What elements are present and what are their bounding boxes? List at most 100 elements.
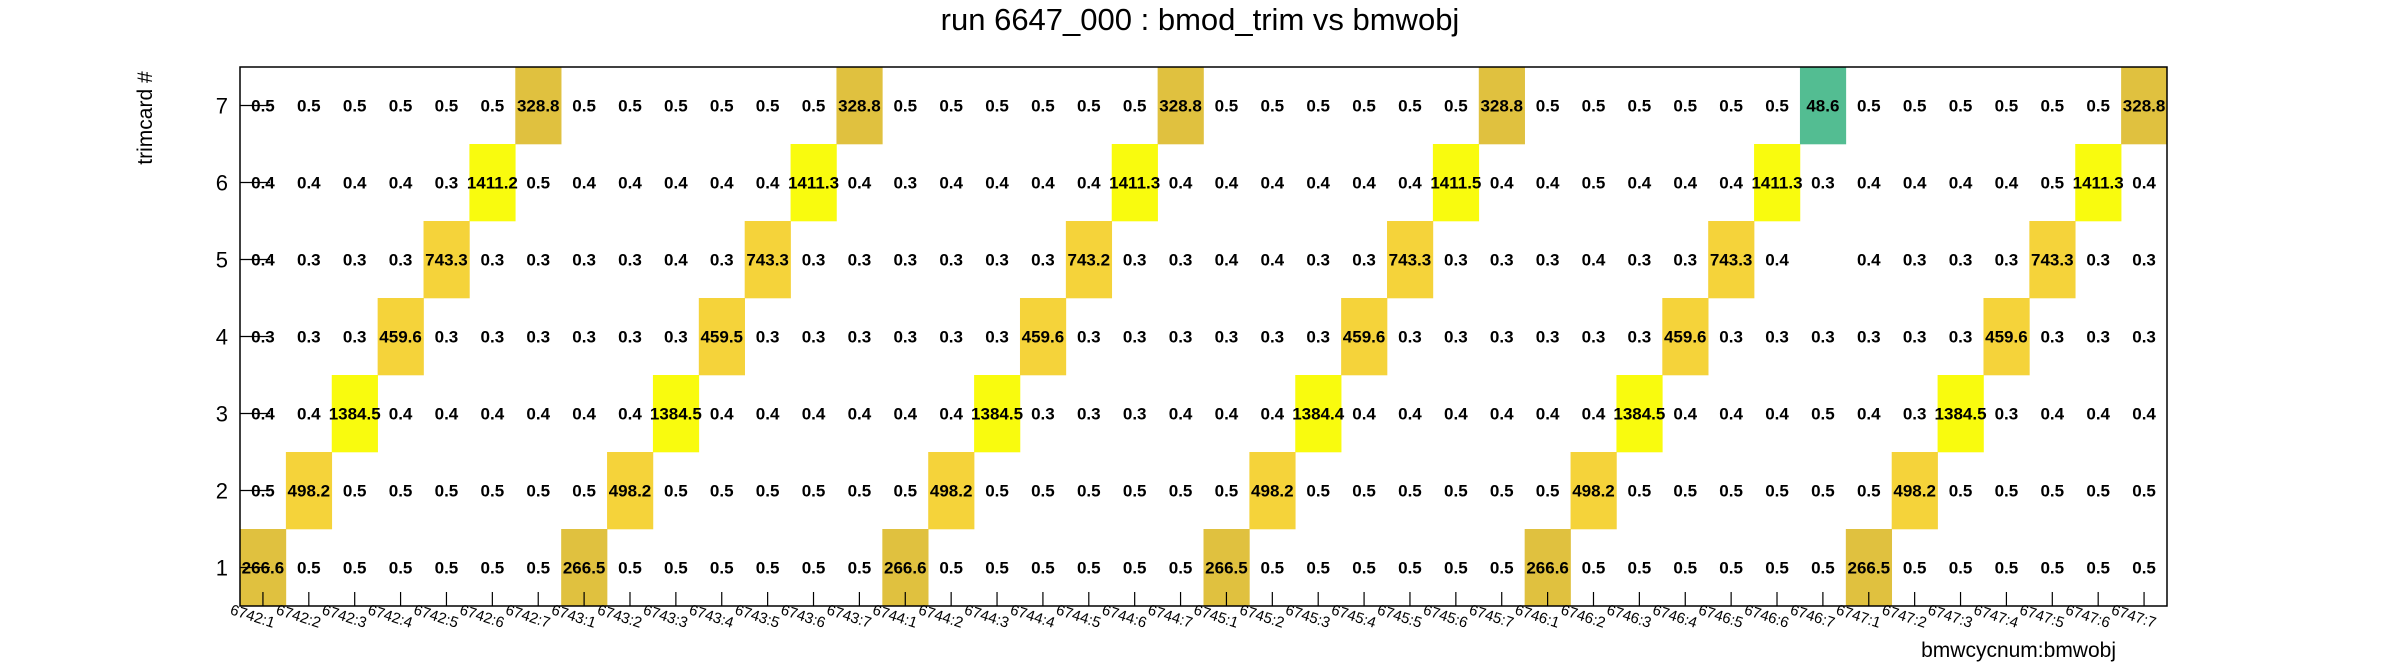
cell-value-label: 0.5 — [1169, 482, 1193, 501]
heatmap-cell — [836, 67, 883, 145]
cell-value-label: 0.5 — [2086, 97, 2110, 116]
cell-value-label: 0.5 — [1123, 559, 1147, 578]
cell-value-label: 0.5 — [1077, 482, 1101, 501]
cell-value-label: 0.5 — [1719, 97, 1743, 116]
cell-value-label: 0.3 — [802, 251, 826, 270]
cell-value-label: 0.3 — [1306, 251, 1330, 270]
cell-value-label: 328.8 — [838, 97, 881, 116]
heatmap-cell — [1616, 375, 1663, 453]
cell-value-label: 0.3 — [297, 251, 321, 270]
y-tick-label: 4 — [216, 325, 228, 350]
cell-value-label: 743.3 — [1710, 251, 1753, 270]
heatmap-cell — [1754, 144, 1801, 222]
cell-value-label: 0.5 — [526, 482, 550, 501]
cell-value-label: 0.4 — [1490, 405, 1514, 424]
cell-value-label: 0.3 — [1215, 328, 1239, 347]
heatmap-cell — [2075, 144, 2122, 222]
cell-value-label: 0.5 — [1352, 482, 1376, 501]
cell-value-label: 0.3 — [1077, 405, 1101, 424]
cell-value-label: 0.3 — [1444, 251, 1468, 270]
heatmap-cell — [331, 375, 378, 453]
cell-value-label: 0.3 — [1995, 251, 2019, 270]
heatmap-cell — [1662, 298, 1709, 376]
cell-value-label: 0.3 — [1903, 328, 1927, 347]
cell-value-label: 266.5 — [1205, 559, 1248, 578]
cell-value-label: 0.3 — [1765, 328, 1789, 347]
cell-value-label: 743.3 — [1389, 251, 1432, 270]
cell-value-label: 0.3 — [2040, 328, 2064, 347]
cell-value-label: 459.6 — [379, 328, 422, 347]
cell-value-label: 0.4 — [1169, 405, 1193, 424]
cell-value-label: 0.4 — [756, 405, 780, 424]
cell-value-label: 0.5 — [1857, 97, 1881, 116]
cell-value-label: 0.3 — [572, 328, 596, 347]
cell-value-label: 0.5 — [848, 559, 872, 578]
cell-value-label: 743.3 — [425, 251, 468, 270]
heatmap-cell — [285, 452, 333, 530]
cell-value-label: 0.4 — [1857, 251, 1881, 270]
cell-value-label: 0.3 — [1628, 251, 1652, 270]
cell-value-label: 0.5 — [710, 482, 734, 501]
cell-value-label: 0.5 — [435, 97, 459, 116]
cell-value-label: 1384.5 — [650, 405, 702, 424]
cell-value-label: 0.5 — [1260, 559, 1284, 578]
cell-value-label: 0.5 — [1995, 559, 2019, 578]
cell-value-label: 0.5 — [1719, 559, 1743, 578]
cell-value-label: 0.5 — [1398, 482, 1422, 501]
heatmap-cell — [1111, 144, 1158, 222]
cell-value-label: 0.5 — [572, 97, 596, 116]
cell-value-label: 0.4 — [1765, 251, 1789, 270]
cell-value-label: 0.4 — [572, 405, 596, 424]
heatmap-cell — [1432, 144, 1480, 222]
cell-value-label: 498.2 — [1572, 482, 1615, 501]
cell-value-label: 0.4 — [1673, 174, 1697, 193]
cell-value-label: 0.3 — [1398, 328, 1422, 347]
cell-value-label: 0.4 — [756, 174, 780, 193]
cell-value-label: 1411.5 — [1430, 174, 1481, 193]
cell-value-label: 0.5 — [1352, 559, 1376, 578]
cell-value-label: 328.8 — [517, 97, 560, 116]
heatmap-cells — [240, 67, 2168, 607]
cell-value-label: 0.4 — [1352, 174, 1376, 193]
cell-value-label: 0.3 — [848, 328, 872, 347]
cell-value-label: 0.5 — [893, 97, 917, 116]
y-tick-label: 5 — [216, 248, 228, 273]
cell-value-label: 0.3 — [802, 328, 826, 347]
cell-value-label: 0.5 — [297, 97, 321, 116]
cell-value-label: 0.4 — [1719, 405, 1743, 424]
cell-value-label: 0.3 — [893, 328, 917, 347]
cell-value-label: 0.3 — [1582, 328, 1606, 347]
y-tick-label: 7 — [216, 94, 228, 119]
cell-value-label: 0.5 — [389, 97, 413, 116]
cell-value-label: 0.5 — [802, 482, 826, 501]
cell-value-label: 0.3 — [1490, 251, 1514, 270]
heatmap-cell — [652, 375, 700, 453]
cell-value-label: 0.3 — [389, 251, 413, 270]
cell-value-label: 0.4 — [1398, 174, 1422, 193]
cell-value-label: 0.5 — [710, 97, 734, 116]
heatmap-cell — [515, 67, 562, 145]
cell-value-label: 0.3 — [435, 174, 459, 193]
cell-value-label: 0.5 — [1949, 482, 1973, 501]
cell-value-label: 266.6 — [884, 559, 927, 578]
heatmap-cell — [698, 298, 745, 376]
cell-value-label: 0.4 — [297, 174, 321, 193]
x-axis-ticks: 6742:16742:26742:36742:46742:56742:66742… — [228, 592, 2158, 632]
y-axis-title: trimcard # — [134, 71, 157, 165]
cell-value-label: 0.4 — [1260, 405, 1284, 424]
cell-value-label: 0.3 — [664, 328, 688, 347]
cell-value-label: 0.4 — [802, 405, 826, 424]
cell-value-label: 498.2 — [1251, 482, 1294, 501]
cell-value-label: 743.3 — [2031, 251, 2074, 270]
cell-value-label: 0.5 — [1398, 559, 1422, 578]
cell-value-label: 0.4 — [1260, 174, 1284, 193]
cell-value-label: 1411.3 — [2073, 174, 2124, 193]
cell-value-label: 0.4 — [1215, 251, 1239, 270]
cell-value-label: 0.4 — [1031, 174, 1055, 193]
cell-value-label: 0.3 — [1811, 174, 1835, 193]
cell-value-label: 0.5 — [1306, 482, 1330, 501]
cell-value-label: 0.4 — [1306, 174, 1330, 193]
cell-value-label: 0.4 — [1628, 174, 1652, 193]
cell-value-label: 0.5 — [2086, 482, 2110, 501]
cell-value-label: 0.3 — [939, 328, 963, 347]
